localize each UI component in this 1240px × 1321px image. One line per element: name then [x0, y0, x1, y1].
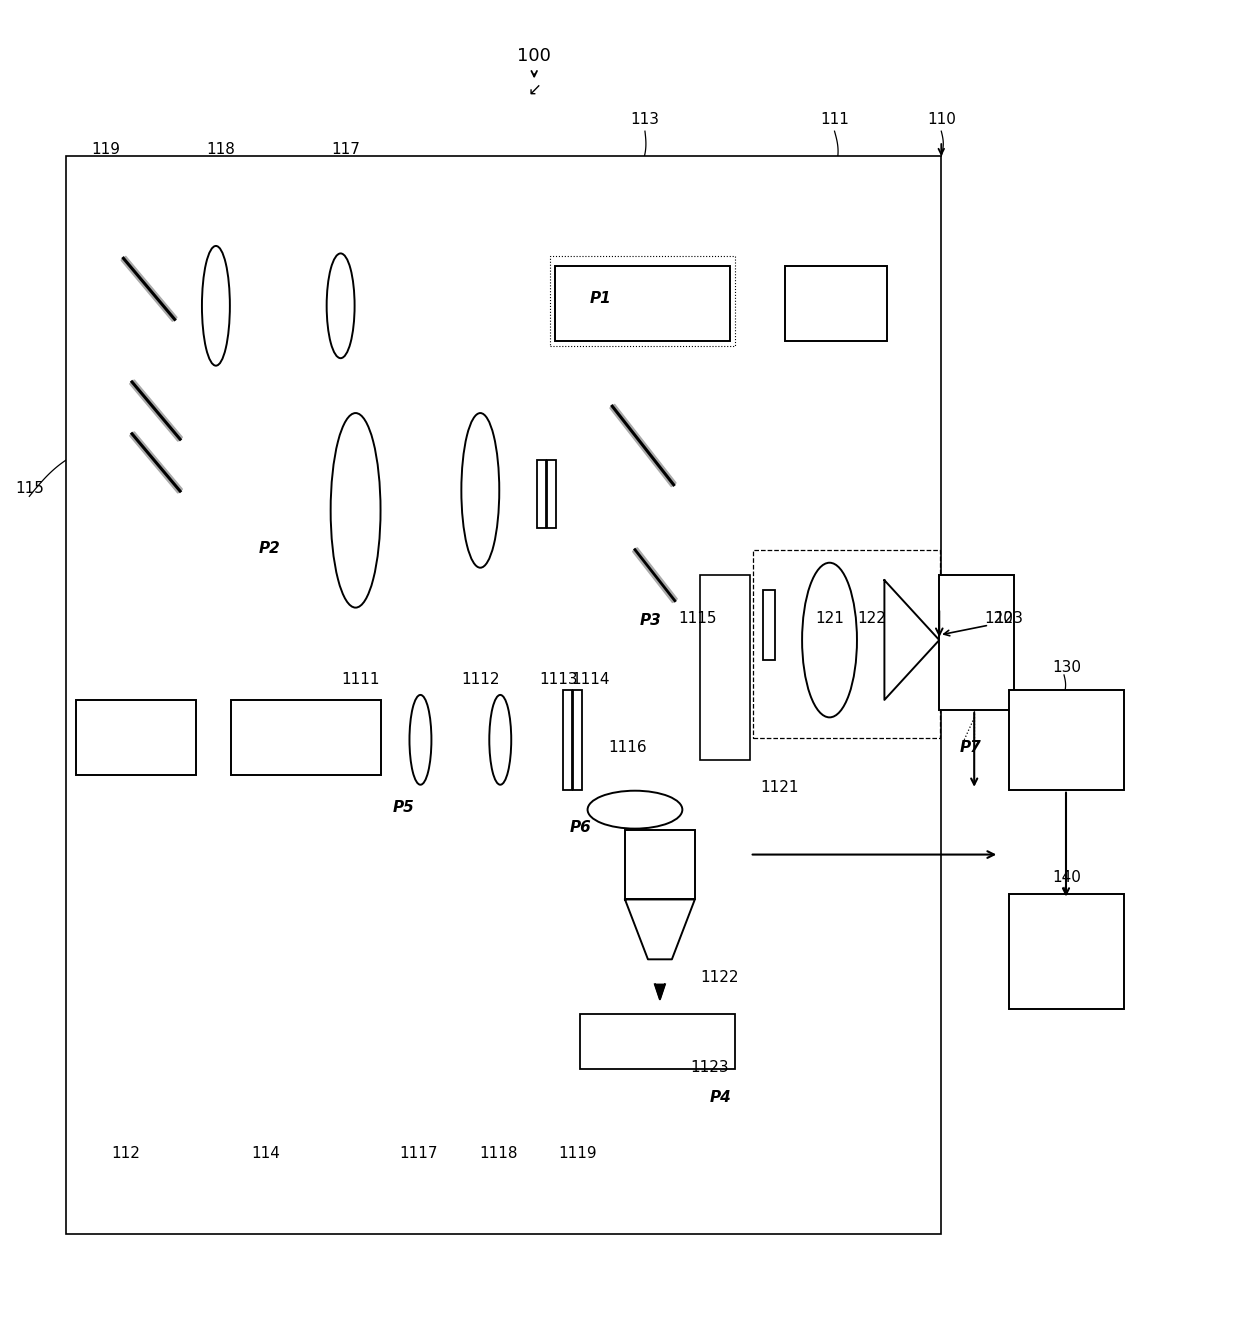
- Bar: [699, 575, 750, 760]
- Text: P4: P4: [709, 1090, 732, 1104]
- Text: P2: P2: [259, 540, 280, 556]
- Text: 1116: 1116: [609, 740, 647, 756]
- Bar: [785, 266, 888, 341]
- Text: ↙: ↙: [527, 81, 541, 98]
- Bar: [537, 461, 546, 528]
- Bar: [551, 256, 735, 346]
- Bar: [580, 1015, 735, 1069]
- Text: 112: 112: [112, 1147, 140, 1161]
- Text: 1117: 1117: [399, 1147, 438, 1161]
- Text: 110: 110: [926, 112, 956, 127]
- Polygon shape: [625, 900, 694, 959]
- Bar: [231, 700, 381, 774]
- Bar: [763, 590, 775, 660]
- Text: P7: P7: [960, 740, 981, 756]
- Text: 113: 113: [630, 112, 660, 127]
- Text: 1114: 1114: [570, 672, 609, 687]
- Text: 130: 130: [1053, 660, 1081, 675]
- Bar: [753, 551, 940, 738]
- Text: 122: 122: [857, 610, 885, 626]
- Text: 114: 114: [252, 1147, 280, 1161]
- Bar: [66, 156, 941, 1234]
- Text: 1113: 1113: [539, 672, 578, 687]
- Text: 115: 115: [15, 481, 43, 495]
- Text: 1123: 1123: [691, 1059, 729, 1074]
- Polygon shape: [884, 580, 939, 700]
- Text: 111: 111: [820, 112, 849, 127]
- Text: 140: 140: [1053, 871, 1081, 885]
- Bar: [556, 266, 730, 341]
- Text: 1111: 1111: [341, 672, 379, 687]
- Polygon shape: [655, 984, 665, 999]
- Text: P6: P6: [570, 820, 591, 835]
- Text: 118: 118: [206, 141, 236, 157]
- Text: 100: 100: [517, 48, 551, 65]
- Text: 121: 121: [815, 610, 844, 626]
- Text: 119: 119: [92, 141, 120, 157]
- Text: P5: P5: [393, 801, 414, 815]
- Polygon shape: [130, 432, 182, 493]
- Text: 1118: 1118: [479, 1147, 517, 1161]
- Text: 1122: 1122: [701, 970, 739, 984]
- Text: 123: 123: [994, 610, 1024, 626]
- Bar: [573, 690, 582, 790]
- Bar: [939, 575, 1014, 709]
- Text: 1121: 1121: [760, 781, 799, 795]
- Polygon shape: [122, 256, 177, 321]
- Polygon shape: [632, 548, 677, 602]
- Text: 1112: 1112: [461, 672, 500, 687]
- Text: 1115: 1115: [678, 610, 717, 626]
- Polygon shape: [130, 380, 182, 441]
- Text: 1119: 1119: [559, 1147, 598, 1161]
- Bar: [563, 690, 572, 790]
- Text: 120: 120: [985, 610, 1013, 626]
- Bar: [76, 700, 196, 774]
- Bar: [625, 830, 694, 900]
- Text: P3: P3: [640, 613, 662, 627]
- Bar: [1009, 690, 1123, 790]
- Text: 117: 117: [331, 141, 360, 157]
- Bar: [1009, 894, 1123, 1009]
- Polygon shape: [610, 404, 676, 486]
- Text: P1: P1: [590, 292, 611, 306]
- Bar: [547, 461, 557, 528]
